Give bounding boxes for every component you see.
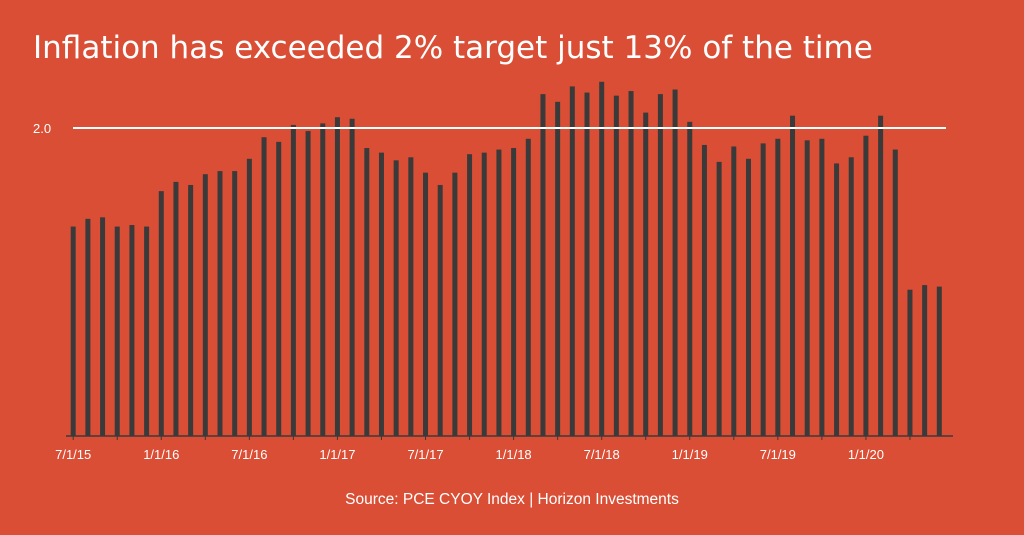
bar	[555, 101, 561, 436]
bar	[643, 112, 649, 436]
bar	[775, 138, 781, 436]
bar	[261, 137, 267, 437]
bar	[364, 148, 370, 436]
bar	[246, 158, 252, 437]
bar	[848, 157, 854, 436]
bar	[511, 148, 517, 436]
bar	[790, 115, 796, 437]
bar	[100, 217, 106, 436]
bar	[481, 152, 487, 436]
bar	[834, 163, 840, 437]
bar	[378, 152, 384, 436]
bar	[290, 124, 296, 437]
x-axis-tick-labels: 7/1/15 1/1/16 7/1/16 1/1/17 7/1/17 1/1/18 7/1/…	[55, 447, 884, 462]
x-tick-label: 1/1/17	[319, 447, 355, 462]
x-tick-label: 7/1/18	[584, 447, 620, 462]
bar	[114, 226, 120, 436]
bar	[613, 95, 619, 436]
bar	[276, 141, 282, 437]
x-tick-label: 7/1/16	[231, 447, 267, 462]
bar	[819, 138, 825, 436]
bar	[760, 143, 766, 436]
bar	[496, 149, 502, 436]
bar	[569, 86, 575, 437]
bar	[804, 140, 810, 436]
bar	[305, 131, 311, 436]
bar	[129, 225, 135, 436]
bar	[540, 94, 546, 437]
bar	[599, 81, 605, 437]
bar	[70, 226, 76, 436]
bar	[716, 161, 722, 436]
bar	[423, 172, 429, 436]
bar	[408, 157, 414, 436]
x-tick-label: 7/1/15	[55, 447, 91, 462]
chart-title: Inflation has exceeded 2% target just 13…	[33, 30, 873, 66]
bar	[922, 285, 928, 436]
bar	[701, 144, 707, 436]
bar	[467, 154, 473, 436]
bar	[320, 123, 326, 436]
bar	[731, 146, 737, 437]
bar	[452, 172, 458, 436]
bar	[892, 149, 898, 436]
bar	[584, 92, 590, 436]
bar	[217, 171, 223, 436]
bar	[144, 226, 150, 436]
bar	[863, 135, 869, 436]
bar	[393, 160, 399, 436]
x-tick-label: 1/1/16	[143, 447, 179, 462]
bar	[936, 286, 942, 436]
bar	[334, 117, 340, 436]
bar	[907, 289, 913, 436]
bar	[745, 158, 751, 437]
source-note: Source: PCE CYOY Index | Horizon Investm…	[345, 491, 679, 508]
bars-group	[70, 81, 942, 437]
x-tick-label: 1/1/18	[496, 447, 532, 462]
x-tick-label: 1/1/20	[848, 447, 884, 462]
x-tick-label: 7/1/17	[407, 447, 443, 462]
bar	[85, 218, 91, 436]
bar	[158, 191, 164, 436]
target-reference-label: 2.0	[33, 121, 51, 136]
x-tick-label: 1/1/19	[672, 447, 708, 462]
bar	[437, 184, 443, 436]
bar	[657, 94, 663, 437]
bar	[878, 115, 884, 437]
bar	[232, 171, 238, 436]
bar	[349, 118, 355, 436]
bar	[672, 89, 678, 436]
x-axis-ticks	[72, 436, 911, 440]
bar-chart: 2.0 7/1/15 1/1/16 7/1/16 1/1/17 7/1/17 1/1/18…	[33, 81, 953, 462]
x-tick-label: 7/1/19	[760, 447, 796, 462]
bar	[687, 121, 693, 436]
bar	[628, 91, 634, 436]
bar	[202, 174, 208, 436]
bar	[173, 181, 179, 436]
bar	[525, 138, 531, 436]
bar	[188, 184, 194, 436]
